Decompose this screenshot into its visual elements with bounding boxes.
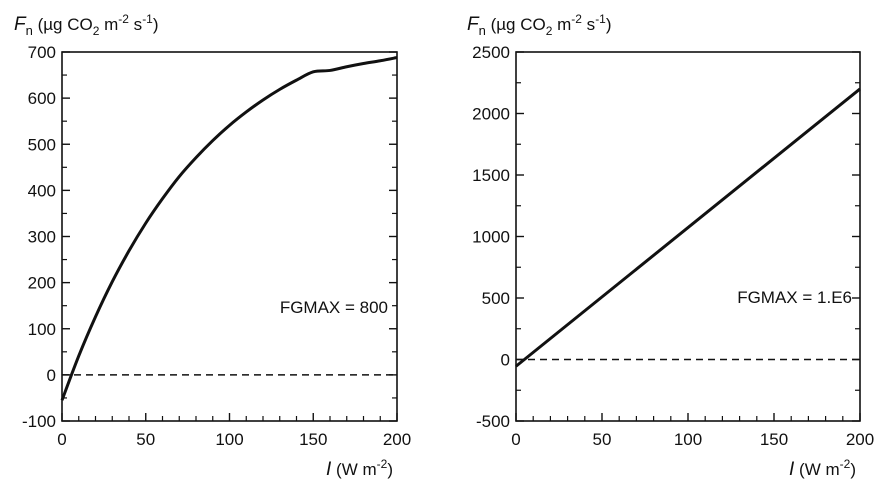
x-tick-label: 0 xyxy=(57,430,66,449)
y-tick-label: 500 xyxy=(28,135,56,154)
s-exponent: -1 xyxy=(595,12,606,26)
x-exponent: -2 xyxy=(377,457,388,471)
x-tick-label: 50 xyxy=(593,430,612,449)
x-exponent: -2 xyxy=(840,457,851,471)
y-symbol-sub: n xyxy=(26,23,33,38)
x-units: (W m xyxy=(794,460,839,479)
y-axis-title: Fn (µg CO2 m-2 s-1) xyxy=(14,12,159,38)
y-tick-label: -100 xyxy=(22,412,56,431)
x-tick-label: 150 xyxy=(760,430,788,449)
fgmax-annotation: FGMAX = 800 xyxy=(280,298,388,317)
y-units: (µg CO xyxy=(486,15,546,34)
y-symbol-sub: n xyxy=(479,23,486,38)
y-units-m: m xyxy=(552,15,571,34)
y-units-m: m xyxy=(99,15,118,34)
s-exponent: -1 xyxy=(142,12,153,26)
series-line xyxy=(62,58,397,401)
x-axis-title: I (W m-2) xyxy=(326,457,393,480)
y-tick-label: 300 xyxy=(28,228,56,247)
x-tick-label: 0 xyxy=(511,430,520,449)
x-tick-label: 150 xyxy=(299,430,327,449)
y-tick-label: 2000 xyxy=(472,105,510,124)
y-tick-label: 400 xyxy=(28,181,56,200)
fgmax-annotation: FGMAX = 1.E6 xyxy=(737,288,852,307)
y-tick-label: 0 xyxy=(501,351,510,370)
y-tick-label: 700 xyxy=(28,43,56,62)
y-units-s: s xyxy=(129,15,142,34)
x-axis-title: I (W m-2) xyxy=(789,457,856,480)
y-units-close: ) xyxy=(606,15,612,34)
x-tick-label: 100 xyxy=(215,430,243,449)
y-tick-label: 2500 xyxy=(472,43,510,62)
plot-frame xyxy=(516,52,860,421)
x-units: (W m xyxy=(331,460,376,479)
y-tick-label: 500 xyxy=(482,289,510,308)
x-tick-label: 200 xyxy=(383,430,411,449)
x-units-close: ) xyxy=(850,460,856,479)
plot-frame xyxy=(62,52,397,421)
m-exponent: -2 xyxy=(571,12,582,26)
x-tick-label: 50 xyxy=(136,430,155,449)
y-tick-label: 0 xyxy=(47,366,56,385)
y-units-s: s xyxy=(582,15,595,34)
y-tick-label: 1500 xyxy=(472,166,510,185)
y-units-close: ) xyxy=(153,15,159,34)
y-units: (µg CO xyxy=(33,15,93,34)
series-line xyxy=(516,89,860,366)
y-tick-label: 200 xyxy=(28,274,56,293)
y-tick-label: 1000 xyxy=(472,228,510,247)
m-exponent: -2 xyxy=(118,12,129,26)
x-tick-label: 200 xyxy=(846,430,874,449)
y-tick-label: -500 xyxy=(476,412,510,431)
x-tick-label: 100 xyxy=(674,430,702,449)
x-units-close: ) xyxy=(387,460,393,479)
y-tick-label: 100 xyxy=(28,320,56,339)
y-tick-label: 600 xyxy=(28,89,56,108)
y-axis-title: Fn (µg CO2 m-2 s-1) xyxy=(467,12,612,38)
